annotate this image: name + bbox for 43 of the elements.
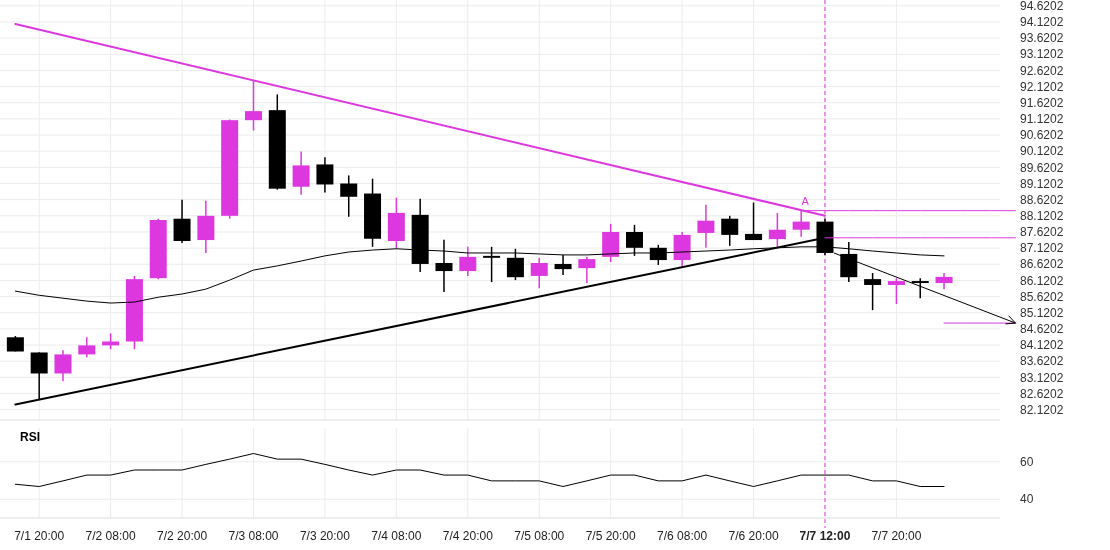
y-tick-label: 87.1202 bbox=[1020, 241, 1064, 256]
x-tick-label: 7/5 08:00 bbox=[514, 529, 565, 543]
y-tick-label: 91.1202 bbox=[1020, 112, 1064, 127]
y-tick-label: 90.6202 bbox=[1020, 128, 1064, 143]
x-tick-label: 7/6 08:00 bbox=[657, 529, 708, 543]
y-tick-label: 92.6202 bbox=[1020, 63, 1064, 78]
y-tick-label: 85.6202 bbox=[1020, 289, 1064, 304]
series-label: A bbox=[801, 194, 810, 207]
x-tick-label: 7/7 12:00 bbox=[799, 529, 851, 543]
y-tick-label: 94.1202 bbox=[1020, 15, 1064, 30]
y-tick-label: 83.6202 bbox=[1020, 354, 1064, 369]
y-tick-label: 85.1202 bbox=[1020, 305, 1064, 320]
y-tick-label: 40 bbox=[1020, 492, 1034, 507]
x-tick-label: 7/1 20:00 bbox=[14, 529, 65, 543]
x-tick-label: 7/2 20:00 bbox=[157, 529, 208, 543]
y-tick-label: 90.1202 bbox=[1020, 144, 1064, 159]
y-tick-label: 89.6202 bbox=[1020, 160, 1064, 175]
y-tick-label: 94.6202 bbox=[1020, 0, 1064, 14]
y-tick-label: 82.6202 bbox=[1020, 386, 1064, 401]
x-tick-label: 7/3 20:00 bbox=[299, 529, 351, 543]
x-tick-label: 7/5 20:00 bbox=[585, 529, 637, 543]
y-tick-label: 93.1202 bbox=[1020, 47, 1064, 62]
x-tick-label: 7/4 20:00 bbox=[442, 529, 494, 543]
y-tick-label: 87.6202 bbox=[1020, 225, 1064, 240]
x-tick-label: 7/4 08:00 bbox=[371, 529, 422, 543]
x-tick-label: 7/6 20:00 bbox=[728, 529, 779, 543]
x-tick-label: 7/7 20:00 bbox=[871, 529, 922, 543]
y-tick-label: 89.1202 bbox=[1020, 176, 1064, 191]
y-tick-label: 88.6202 bbox=[1020, 192, 1064, 207]
y-tick-label: 91.6202 bbox=[1020, 95, 1064, 110]
y-tick-label: 84.1202 bbox=[1020, 338, 1064, 353]
y-tick-label: 92.1202 bbox=[1020, 79, 1064, 94]
y-tick-label: 86.1202 bbox=[1020, 273, 1064, 288]
y-tick-label: 82.1202 bbox=[1020, 402, 1064, 417]
y-tick-label: 83.1202 bbox=[1020, 370, 1064, 385]
y-tick-label: 93.6202 bbox=[1020, 31, 1064, 46]
y-tick-label: 84.6202 bbox=[1020, 322, 1064, 337]
x-tick-label: 7/2 08:00 bbox=[85, 529, 136, 543]
y-tick-label: 88.1202 bbox=[1020, 209, 1064, 224]
x-tick-label: 7/3 08:00 bbox=[228, 529, 279, 543]
chart-title: RSI bbox=[20, 430, 41, 444]
y-tick-label: 86.6202 bbox=[1020, 257, 1064, 272]
y-tick-label: 60 bbox=[1020, 454, 1034, 469]
